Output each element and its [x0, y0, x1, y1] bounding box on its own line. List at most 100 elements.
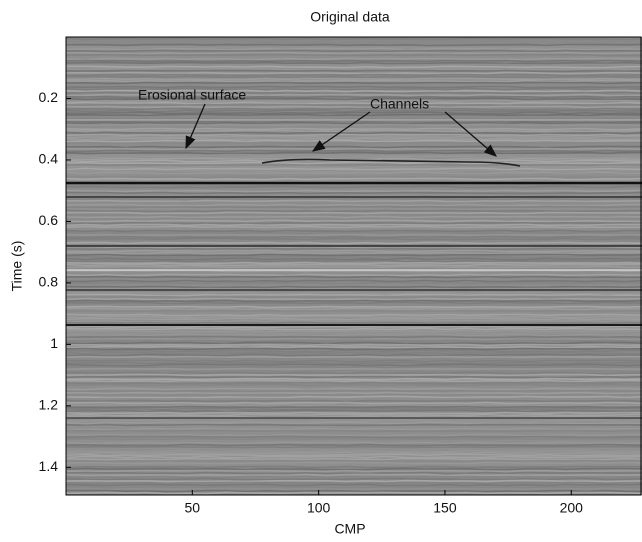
texture-stripe — [66, 219, 642, 223]
texture-stripe — [66, 165, 642, 169]
texture-stripe — [66, 405, 642, 409]
texture-stripe — [66, 413, 642, 417]
texture-stripe — [66, 273, 642, 277]
texture-stripe — [66, 143, 642, 147]
texture-stripe — [66, 443, 642, 447]
texture-stripe — [66, 403, 642, 407]
texture-stripe — [66, 329, 642, 333]
texture-stripe — [66, 381, 642, 385]
annotation-arrow — [444, 111, 497, 157]
annotation: Erosional surface — [138, 87, 246, 103]
texture-stripe — [66, 353, 642, 357]
texture-stripe — [66, 207, 642, 211]
texture-stripe — [66, 137, 642, 141]
texture-stripe — [66, 437, 642, 441]
x-tick-label: 150 — [433, 500, 457, 516]
texture-stripe — [66, 383, 642, 387]
seismic-texture — [66, 37, 642, 495]
texture-stripe — [66, 67, 642, 71]
y-tick-label: 1.2 — [39, 397, 59, 413]
texture-stripe — [66, 155, 642, 159]
texture-stripe — [66, 349, 642, 353]
texture-stripe — [66, 347, 642, 351]
texture-stripe — [66, 227, 642, 231]
texture-stripe — [66, 55, 642, 59]
texture-stripe — [66, 113, 642, 117]
texture-stripe — [66, 295, 642, 299]
texture-stripe — [66, 359, 642, 363]
texture-stripe — [66, 471, 642, 475]
texture-stripe — [66, 93, 642, 97]
texture-stripe — [66, 45, 642, 49]
texture-stripe — [66, 473, 642, 477]
y-tick-label: 0.4 — [39, 151, 59, 167]
texture-stripe — [66, 101, 642, 105]
texture-stripe — [66, 485, 642, 489]
texture-stripe — [66, 127, 642, 131]
texture-stripe — [66, 129, 642, 133]
texture-stripe — [66, 217, 642, 221]
texture-stripe — [66, 361, 642, 365]
texture-stripe — [66, 267, 642, 271]
y-tick-label: 1.4 — [39, 458, 59, 474]
texture-stripe — [66, 57, 642, 61]
texture-stripe — [66, 389, 642, 393]
texture-stripe — [66, 331, 642, 335]
texture-stripe — [66, 105, 642, 109]
texture-stripe — [66, 161, 642, 165]
texture-stripe — [66, 153, 642, 157]
texture-stripe — [66, 429, 642, 433]
texture-stripe — [66, 215, 642, 219]
texture-stripe — [66, 193, 642, 197]
texture-stripe — [66, 469, 642, 473]
texture-stripe — [66, 305, 642, 309]
texture-stripe — [66, 265, 642, 269]
texture-stripe — [66, 131, 642, 135]
texture-stripe — [66, 235, 642, 239]
texture-stripe — [66, 191, 642, 195]
x-axis-label: CMP — [334, 521, 365, 537]
texture-stripe — [66, 451, 642, 455]
texture-stripe — [66, 271, 642, 275]
texture-stripe — [66, 201, 642, 205]
texture-stripe — [66, 317, 642, 321]
texture-stripe — [66, 409, 642, 413]
texture-stripe — [66, 73, 642, 77]
texture-stripe — [66, 449, 642, 453]
texture-stripe — [66, 421, 642, 425]
texture-stripe — [66, 53, 642, 57]
texture-stripe — [66, 337, 642, 341]
texture-stripe — [66, 249, 642, 253]
texture-stripe — [66, 263, 642, 267]
texture-stripe — [66, 89, 642, 93]
texture-stripe — [66, 111, 642, 115]
texture-stripe — [66, 109, 642, 113]
texture-stripe — [66, 241, 642, 245]
texture-stripe — [66, 183, 642, 187]
texture-stripe — [66, 319, 642, 323]
texture-stripe — [66, 309, 642, 313]
texture-stripe — [66, 51, 642, 55]
texture-stripe — [66, 135, 642, 139]
texture-stripe — [66, 391, 642, 395]
texture-stripe — [66, 75, 642, 79]
texture-stripe — [66, 259, 642, 263]
texture-stripe — [66, 275, 642, 279]
texture-stripe — [66, 411, 642, 415]
texture-stripe — [66, 279, 642, 283]
texture-stripe — [66, 301, 642, 305]
texture-stripe — [66, 433, 642, 437]
texture-stripe — [66, 167, 642, 171]
texture-stripe — [66, 375, 642, 379]
texture-stripe — [66, 291, 642, 295]
texture-stripe — [66, 223, 642, 227]
texture-stripe — [66, 213, 642, 217]
texture-stripe — [66, 125, 642, 129]
texture-stripe — [66, 407, 642, 411]
texture-stripe — [66, 395, 642, 399]
texture-stripe — [66, 277, 642, 281]
y-tick-label: 1 — [50, 335, 58, 351]
texture-stripe — [66, 107, 642, 111]
texture-stripe — [66, 397, 642, 401]
